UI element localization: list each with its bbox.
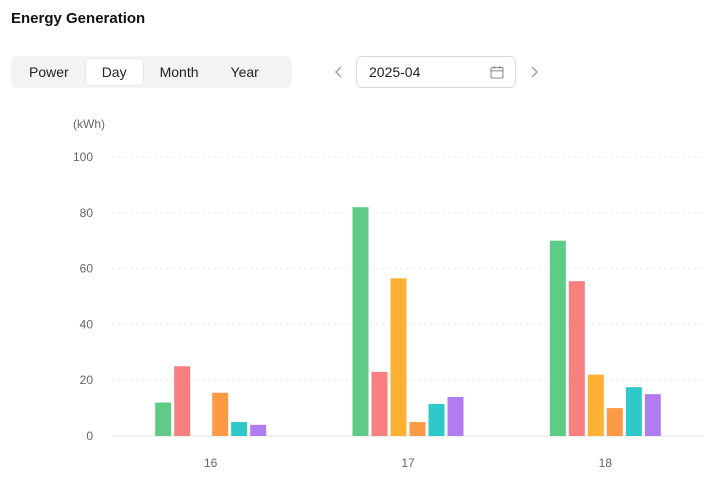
tab-day[interactable]: Day [84,58,144,86]
y-tick-label: 60 [80,262,94,276]
prev-period-button[interactable] [329,60,349,84]
bar-series-6-16 [250,424,267,436]
bar-series-6-18 [644,394,661,436]
bar-series-1-17 [352,207,369,436]
bar-series-2-16 [174,366,191,436]
y-tick-label: 40 [80,317,94,331]
calendar-icon[interactable] [490,65,504,79]
tab-month[interactable]: Month [159,64,199,80]
y-tick-label: 20 [80,373,94,387]
bar-series-1-16 [155,402,172,436]
x-tick-label: 16 [204,456,218,470]
date-picker[interactable]: 2025-04 [356,56,516,88]
chevron-right-icon [531,66,538,78]
bar-series-4-16 [212,392,229,436]
bar-series-6-17 [447,396,464,436]
next-period-button[interactable] [524,60,544,84]
bar-series-5-16 [231,422,248,436]
x-tick-label: 18 [599,456,613,470]
y-axis-unit-label: (kWh) [73,117,105,131]
bar-series-4-18 [606,408,623,436]
y-tick-label: 0 [86,429,93,443]
bar-series-3-18 [587,374,604,436]
y-tick-label: 100 [73,150,93,164]
chevron-left-icon [335,66,342,78]
bar-series-4-17 [409,422,426,436]
page-title: Energy Generation [11,10,146,27]
bar-series-3-17 [390,278,407,436]
bar-series-5-17 [428,403,445,436]
bar-series-1-18 [549,240,566,436]
y-tick-label: 80 [80,206,94,220]
tab-power[interactable]: Power [29,64,69,80]
x-tick-label: 17 [401,456,415,470]
bar-series-5-18 [625,387,642,436]
period-tabs: Power Day Month Year [11,56,292,88]
tab-year[interactable]: Year [230,64,259,80]
date-value: 2025-04 [369,64,421,80]
bar-series-2-17 [371,371,388,436]
bar-series-2-18 [568,281,585,436]
